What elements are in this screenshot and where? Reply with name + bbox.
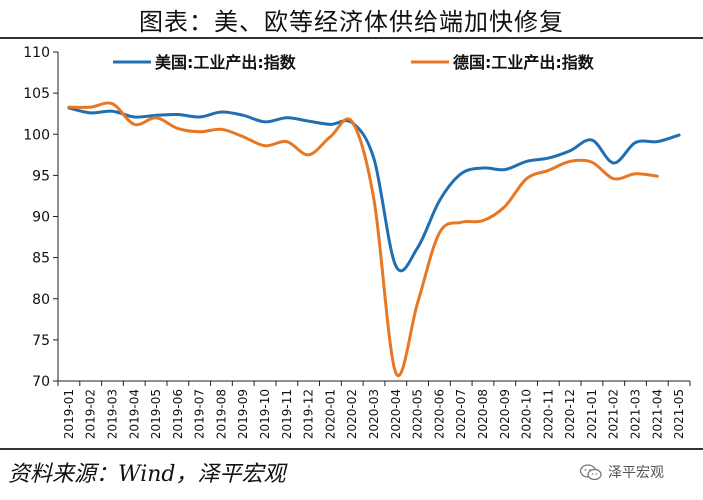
legend-label: 美国:工业产出:指数 bbox=[155, 53, 297, 72]
x-tick-label: 2019-06 bbox=[171, 389, 185, 439]
y-tick-label: 95 bbox=[32, 168, 50, 184]
y-tick-label: 85 bbox=[32, 251, 50, 267]
x-tick-label: 2019-10 bbox=[258, 389, 272, 439]
source-divider bbox=[0, 448, 703, 450]
x-tick-label: 2020-03 bbox=[367, 389, 381, 439]
legend-us: 美国:工业产出:指数 bbox=[113, 53, 297, 72]
y-tick-label: 105 bbox=[23, 86, 50, 102]
de-series-line bbox=[67, 101, 659, 378]
x-tick-label: 2019-01 bbox=[62, 389, 76, 439]
chart-series bbox=[67, 101, 681, 378]
x-tick-label: 2019-11 bbox=[280, 389, 294, 439]
y-tick-label: 90 bbox=[32, 210, 50, 226]
x-tick-label: 2021-05 bbox=[672, 389, 686, 439]
x-tick-label: 2020-09 bbox=[498, 389, 512, 439]
x-tick-label: 2020-08 bbox=[476, 389, 490, 439]
x-tick-label: 2019-09 bbox=[236, 389, 250, 439]
legend-label: 德国:工业产出:指数 bbox=[453, 53, 595, 72]
x-tick-label: 2020-10 bbox=[520, 389, 534, 439]
x-tick-label: 2020-05 bbox=[411, 389, 425, 439]
x-tick-label: 2021-01 bbox=[585, 389, 599, 439]
x-tick-label: 2020-12 bbox=[563, 389, 577, 439]
x-tick-label: 2020-04 bbox=[389, 389, 403, 439]
x-tick-label: 2020-01 bbox=[323, 389, 337, 439]
watermark-text: 泽平宏观 bbox=[608, 465, 664, 481]
chart-legend: 美国:工业产出:指数 德国:工业产出:指数 bbox=[113, 53, 595, 72]
chart-axes: 70 75 80 85 90 95 100 105 110 2019-01 2019-02 2019-… bbox=[23, 45, 691, 439]
x-tick-label: 2019-02 bbox=[84, 389, 98, 439]
us-series-line bbox=[67, 106, 681, 273]
line-chart: 70 75 80 85 90 95 100 105 110 2019-01 2019-02 2019-… bbox=[23, 45, 691, 439]
y-tick-label: 70 bbox=[32, 374, 50, 390]
x-tick-label: 2019-05 bbox=[149, 389, 163, 439]
x-tick-label: 2021-03 bbox=[629, 389, 643, 439]
y-tick-label: 100 bbox=[23, 127, 50, 143]
x-tick-label: 2020-11 bbox=[541, 389, 555, 439]
source-note: 资料来源：Wind，泽平宏观 bbox=[8, 462, 286, 487]
x-tick-label: 2019-03 bbox=[105, 389, 119, 439]
legend-de: 德国:工业产出:指数 bbox=[411, 53, 595, 72]
y-tick-label: 80 bbox=[32, 292, 50, 308]
chart-title: 图表：美、欧等经济体供给端加快修复 bbox=[139, 8, 564, 36]
x-tick-label: 2020-07 bbox=[454, 389, 468, 439]
title-divider bbox=[0, 37, 703, 39]
x-tick-label: 2019-07 bbox=[193, 389, 207, 439]
watermark: 泽平宏观 bbox=[579, 462, 664, 482]
x-tick-label: 2020-02 bbox=[345, 389, 359, 439]
x-tick-label: 2020-06 bbox=[432, 389, 446, 439]
x-tick-label: 2019-12 bbox=[302, 389, 316, 439]
x-tick-label: 2021-02 bbox=[607, 389, 621, 439]
x-tick-label: 2021-04 bbox=[650, 389, 664, 439]
x-tick-label: 2019-04 bbox=[127, 389, 141, 439]
y-tick-label: 110 bbox=[23, 45, 50, 61]
x-tick-label: 2019-08 bbox=[214, 389, 228, 439]
y-tick-label: 75 bbox=[32, 333, 50, 349]
wechat-icon bbox=[579, 463, 602, 481]
